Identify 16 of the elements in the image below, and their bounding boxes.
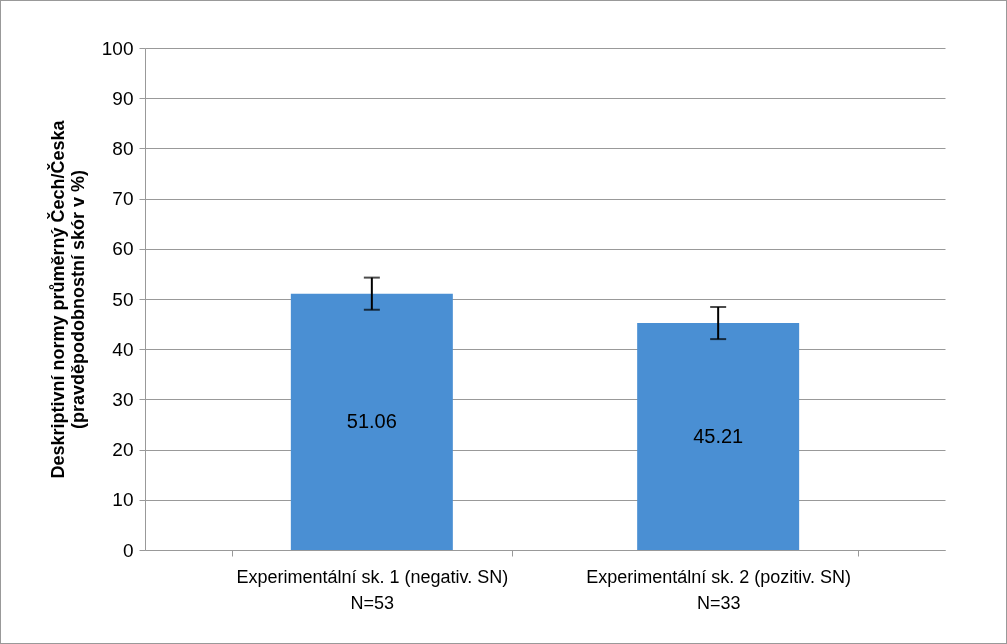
y-tick-label: 20 xyxy=(112,439,134,461)
y-tick-label: 0 xyxy=(122,539,134,561)
y-tick-label: 60 xyxy=(112,238,134,260)
y-tick-label: 100 xyxy=(101,37,134,59)
data-label: 51.06 xyxy=(346,409,397,432)
x-tick-label: Experimentální sk. 2 (pozitiv. SN) N=33 xyxy=(586,566,852,613)
y-axis-title: Deskriptivní normy průměrný Čech/Česka (pravděpodobnostní skór v %) xyxy=(46,119,88,479)
y-tick-label: 50 xyxy=(112,288,134,310)
y-tick-label: 40 xyxy=(112,338,134,360)
y-tick-label: 30 xyxy=(112,388,134,410)
x-tick-label: Experimentální sk. 1 (negativ. SN) N=53 xyxy=(236,566,509,613)
y-tick-label: 80 xyxy=(112,137,134,159)
data-label: 45.21 xyxy=(693,424,744,447)
y-tick-label: 10 xyxy=(112,489,134,511)
y-tick-label: 70 xyxy=(112,188,134,210)
y-tick-label: 90 xyxy=(112,87,134,109)
